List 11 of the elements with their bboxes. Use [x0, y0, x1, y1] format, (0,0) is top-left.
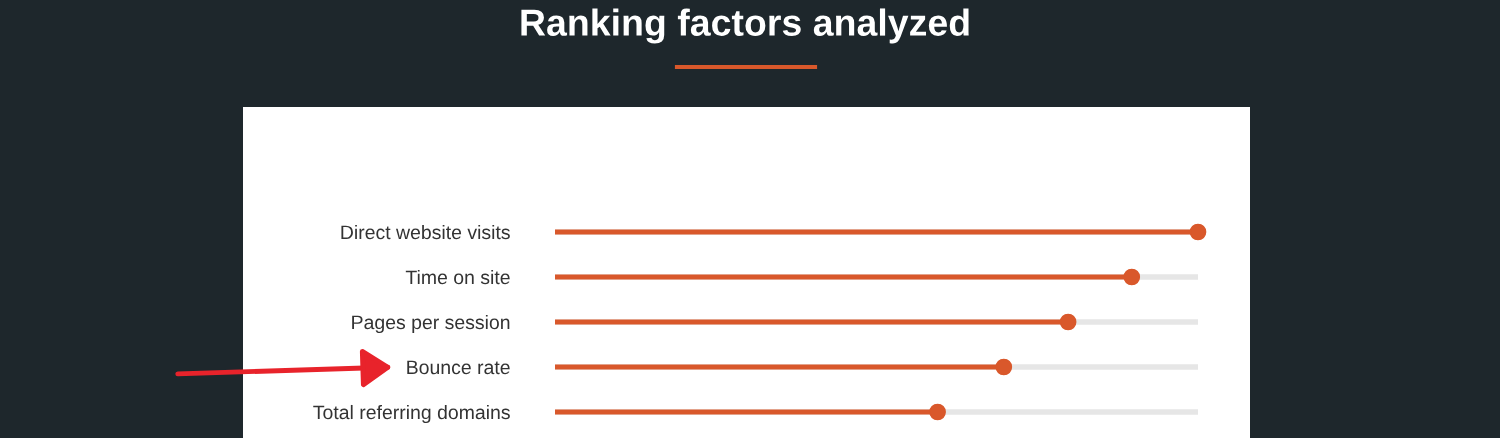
- y-tick-label: Direct website visits: [341, 224, 510, 240]
- y-tick-label: Bounce rate: [407, 360, 510, 375]
- point: [1059, 313, 1077, 331]
- y-tick-label: Total referring domains: [313, 404, 510, 424]
- y-tick-label: Pages per session: [352, 314, 510, 334]
- point: [1123, 268, 1141, 286]
- point: [929, 403, 946, 421]
- point: [995, 358, 1013, 376]
- chart-title: Ranking factors analyzed: [521, 8, 969, 44]
- y-tick-label: Time on site: [405, 269, 510, 285]
- point: [1189, 223, 1207, 241]
